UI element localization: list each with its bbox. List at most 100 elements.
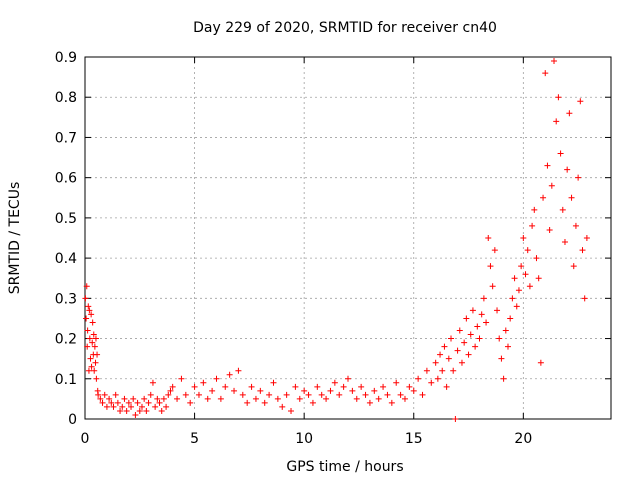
data-point [478, 311, 485, 318]
data-point [91, 343, 98, 350]
data-point [388, 399, 395, 406]
data-point [97, 395, 104, 402]
data-point [274, 395, 281, 402]
data-point [520, 235, 527, 241]
x-tick-label: 10 [295, 431, 313, 447]
data-point [261, 399, 268, 406]
data-point [437, 351, 444, 358]
data-point [154, 395, 161, 402]
data-point [169, 383, 176, 390]
data-point [340, 383, 347, 390]
data-point [555, 94, 562, 101]
data-point [458, 359, 465, 366]
data-point [406, 383, 413, 390]
x-tick-label: 15 [405, 431, 423, 447]
data-point [526, 283, 533, 290]
data-point [106, 395, 113, 402]
data-point [509, 295, 516, 302]
data-point [160, 395, 167, 402]
y-tick-label: 0.5 [55, 211, 77, 227]
data-point [93, 375, 100, 382]
data-point [448, 335, 455, 342]
data-point [548, 182, 555, 189]
data-point [92, 335, 99, 342]
data-point [252, 395, 259, 402]
data-point [540, 194, 547, 201]
data-point [579, 247, 586, 254]
data-point [461, 339, 468, 346]
data-point [222, 383, 229, 390]
data-point [134, 399, 141, 406]
data-point [200, 379, 207, 386]
data-point [92, 359, 99, 366]
data-point [331, 379, 338, 386]
data-point [491, 247, 498, 254]
x-tick-label: 5 [190, 431, 199, 447]
data-point [480, 295, 487, 302]
data-point [182, 391, 189, 398]
data-point [112, 391, 119, 398]
data-point [147, 391, 154, 398]
data-point [423, 367, 430, 374]
data-point [463, 315, 470, 322]
data-point [358, 383, 365, 390]
data-point [248, 383, 255, 390]
data-point [566, 110, 573, 117]
y-tick-label: 0.7 [55, 130, 77, 146]
data-point [108, 399, 115, 406]
data-point [476, 335, 483, 342]
data-point [143, 407, 150, 414]
data-point [485, 235, 492, 241]
data-point [393, 379, 400, 386]
data-point [204, 395, 211, 402]
data-point [581, 295, 588, 302]
data-point [145, 399, 152, 406]
data-point [117, 407, 124, 414]
data-point [524, 247, 531, 254]
data-point [515, 287, 522, 294]
data-point [415, 375, 422, 382]
y-tick-label: 0.2 [55, 332, 77, 348]
data-point [456, 327, 463, 334]
data-point [327, 387, 334, 394]
data-point [89, 339, 96, 346]
data-point [94, 351, 101, 358]
data-point [110, 403, 117, 410]
data-point [375, 395, 382, 402]
data-point [84, 343, 91, 350]
data-point [559, 206, 566, 213]
data-point [518, 263, 525, 270]
data-point [568, 194, 575, 201]
data-point [132, 411, 139, 418]
data-point [467, 331, 474, 338]
data-point [213, 375, 220, 382]
data-point [296, 395, 303, 402]
data-point [156, 399, 163, 406]
data-point [165, 391, 172, 398]
data-point [138, 403, 145, 410]
data-point [136, 407, 143, 414]
data-point [217, 395, 224, 402]
data-point [141, 395, 148, 402]
data-point [502, 327, 509, 334]
data-point [419, 391, 426, 398]
data-point [123, 407, 130, 414]
x-tick-label: 0 [81, 431, 90, 447]
data-point [511, 275, 518, 282]
data-point [119, 403, 126, 410]
data-point [537, 359, 544, 366]
data-point [483, 319, 490, 326]
data-point [89, 319, 96, 326]
data-point [572, 222, 579, 229]
data-point [83, 315, 90, 322]
y-tick-label: 0.9 [55, 50, 77, 66]
data-point [577, 98, 584, 105]
y-tick-label: 0.3 [55, 291, 77, 307]
data-point [434, 375, 441, 382]
data-point [309, 399, 316, 406]
data-point [87, 355, 94, 362]
data-point [231, 387, 238, 394]
data-point [86, 335, 93, 342]
data-point [88, 363, 95, 370]
data-point [450, 367, 457, 374]
